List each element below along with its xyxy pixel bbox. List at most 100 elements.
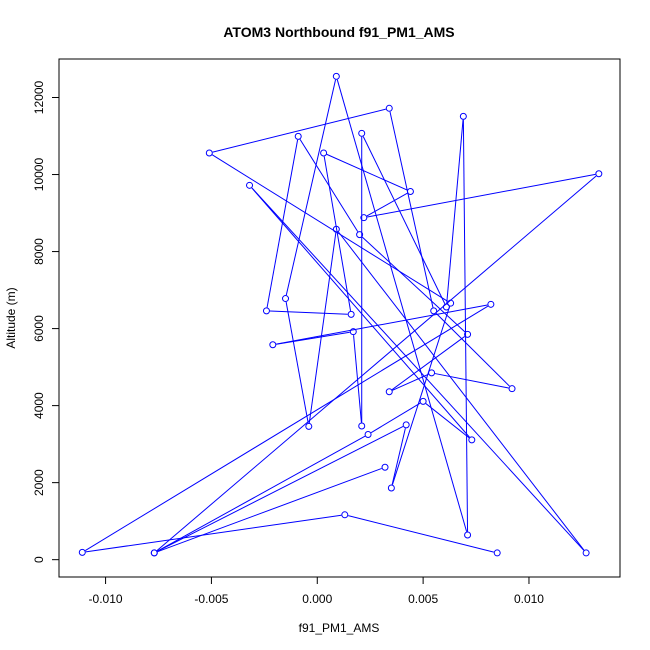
series-segment — [367, 173, 596, 218]
data-point — [341, 511, 349, 519]
series-segment — [251, 187, 585, 551]
data-point — [402, 421, 410, 429]
series-segment — [370, 402, 421, 434]
y-axis-label: Altitude (m) — [4, 287, 18, 348]
x-tick-label: 0.010 — [514, 592, 544, 606]
series-segment — [85, 305, 489, 551]
data-point — [406, 187, 414, 195]
y-tick-label: 10000 — [32, 158, 46, 192]
series-segment — [285, 79, 337, 296]
data-point — [387, 484, 395, 492]
x-axis: -0.010 -0.005 0.000 0.005 0.010 — [89, 577, 544, 606]
data-point — [459, 112, 467, 120]
series-segment — [392, 373, 429, 391]
data-point — [595, 170, 603, 178]
series-segment — [362, 136, 446, 305]
data-point — [508, 385, 516, 393]
y-tick-label: 6000 — [32, 315, 46, 342]
series-segment — [446, 119, 464, 304]
series-segment — [157, 426, 404, 552]
series-segment — [338, 231, 585, 551]
series-segment — [391, 428, 406, 485]
data-point — [419, 397, 427, 405]
data-point — [464, 330, 472, 338]
data-point — [468, 436, 476, 444]
series-segment — [462, 119, 469, 532]
series-lines — [85, 79, 597, 553]
data-point — [385, 388, 393, 396]
series-segment — [336, 79, 468, 532]
data-point — [294, 132, 302, 140]
data-point — [332, 72, 340, 80]
data-point — [205, 149, 213, 157]
data-point — [332, 225, 340, 233]
series-segment — [212, 154, 448, 302]
series-segment — [276, 304, 488, 345]
data-point — [464, 531, 472, 539]
chart-title: ATOM3 Northbound f91_PM1_AMS — [223, 24, 454, 40]
data-point — [364, 431, 372, 439]
series-segment — [389, 111, 434, 308]
y-tick-label: 4000 — [32, 392, 46, 419]
x-axis-label: f91_PM1_AMS — [299, 621, 380, 635]
data-point — [360, 214, 368, 222]
series-segment — [157, 467, 382, 553]
data-point — [356, 231, 364, 239]
series-segment — [366, 192, 408, 217]
series-segment — [157, 435, 366, 552]
series-segment — [348, 515, 494, 553]
series-segment — [251, 187, 470, 438]
data-point — [262, 307, 270, 315]
series-segment — [269, 310, 348, 315]
y-tick-label: 0 — [32, 556, 46, 563]
x-tick-label: 0.005 — [408, 592, 438, 606]
series-segment — [308, 232, 337, 424]
series-segment — [353, 335, 362, 423]
data-point — [347, 310, 355, 318]
data-point — [487, 300, 495, 308]
y-tick-label: 2000 — [32, 469, 46, 496]
series-segment — [391, 336, 466, 391]
x-tick-label: -0.010 — [89, 592, 123, 606]
series-segment — [299, 139, 359, 232]
data-point — [150, 549, 158, 557]
data-point — [430, 307, 438, 315]
series-segment — [425, 403, 470, 439]
series-segment — [285, 301, 309, 424]
x-tick-label: 0.000 — [302, 592, 332, 606]
x-tick-label: -0.005 — [194, 592, 228, 606]
plot-frame — [58, 58, 621, 578]
data-point — [349, 328, 357, 336]
series-segment — [276, 331, 350, 345]
y-tick-label: 12000 — [32, 81, 46, 115]
data-point — [385, 104, 393, 112]
y-tick-label: 8000 — [32, 238, 46, 265]
series-segment — [212, 108, 386, 153]
data-point — [320, 149, 328, 157]
data-point — [442, 303, 450, 311]
data-point — [447, 299, 455, 307]
data-point — [305, 422, 313, 430]
series-segment — [266, 139, 299, 308]
data-point — [269, 341, 277, 349]
series-segment — [435, 312, 510, 387]
series-segment — [326, 153, 408, 191]
series-segment — [85, 514, 342, 553]
series-segment — [361, 236, 466, 333]
data-point — [493, 549, 501, 557]
data-point — [358, 422, 366, 430]
data-point — [78, 548, 86, 556]
y-axis: 0 2000 4000 6000 8000 10000 12000 — [32, 81, 59, 563]
data-point — [358, 129, 366, 137]
series-points — [78, 72, 603, 557]
data-point — [246, 181, 254, 189]
data-point — [282, 295, 290, 303]
series-segment — [323, 156, 352, 311]
series-segment — [434, 373, 509, 389]
data-point — [381, 463, 389, 471]
series-segment — [391, 306, 451, 485]
data-point — [582, 549, 590, 557]
data-point — [428, 369, 436, 377]
series-segment — [156, 175, 597, 552]
